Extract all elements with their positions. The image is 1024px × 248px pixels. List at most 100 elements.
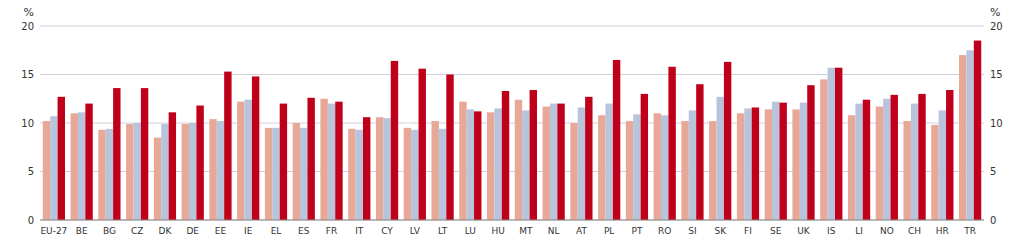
bar bbox=[391, 61, 398, 220]
x-tick-label: PL bbox=[604, 226, 614, 236]
bar bbox=[883, 99, 890, 220]
bar bbox=[772, 102, 779, 220]
bar bbox=[467, 109, 474, 220]
bar bbox=[626, 121, 633, 220]
x-tick-label: HU bbox=[491, 226, 504, 236]
bar bbox=[792, 109, 799, 220]
y-tick-label: 5 bbox=[28, 166, 34, 177]
y2-axis-label: % bbox=[990, 6, 1000, 19]
x-tick-label: HR bbox=[936, 226, 949, 236]
x-tick-label: BG bbox=[103, 226, 116, 236]
bar bbox=[855, 104, 862, 220]
bar bbox=[85, 104, 92, 220]
bar bbox=[307, 98, 314, 220]
x-tick-label: DE bbox=[186, 226, 199, 236]
bar bbox=[126, 124, 133, 220]
bar bbox=[328, 104, 335, 220]
bar bbox=[744, 108, 751, 220]
grid-line bbox=[40, 220, 984, 221]
bar bbox=[169, 112, 176, 220]
bar bbox=[903, 121, 910, 220]
bars bbox=[43, 41, 981, 220]
bar bbox=[939, 110, 946, 220]
bar bbox=[446, 75, 453, 221]
y2-tick-label: 5 bbox=[990, 166, 996, 177]
bar bbox=[474, 111, 481, 220]
x-tick-label: MT bbox=[519, 226, 533, 236]
bar bbox=[78, 112, 85, 220]
bar bbox=[252, 76, 259, 220]
x-tick-label: NO bbox=[880, 226, 894, 236]
bar bbox=[272, 128, 279, 220]
bar bbox=[946, 90, 953, 220]
y-tick-label: 15 bbox=[21, 69, 34, 80]
bar bbox=[280, 104, 287, 220]
x-tick-label: SI bbox=[688, 226, 696, 236]
bar bbox=[50, 116, 57, 220]
bar bbox=[641, 94, 648, 220]
bar bbox=[613, 60, 620, 220]
bar bbox=[363, 117, 370, 220]
bar bbox=[265, 128, 272, 220]
bar bbox=[931, 125, 938, 220]
bar bbox=[376, 117, 383, 220]
bar bbox=[224, 72, 231, 220]
bar bbox=[835, 68, 842, 220]
x-tick-label: NL bbox=[548, 226, 560, 236]
bar bbox=[752, 107, 759, 220]
bar bbox=[633, 114, 640, 220]
bar bbox=[876, 107, 883, 220]
x-tick-label: FR bbox=[326, 226, 337, 236]
x-tick-label: SE bbox=[770, 226, 782, 236]
bar bbox=[717, 97, 724, 220]
bar bbox=[404, 128, 411, 220]
bar bbox=[668, 67, 675, 220]
x-tick-label: AT bbox=[576, 226, 587, 236]
x-tick-label: EE bbox=[215, 226, 227, 236]
bar bbox=[578, 107, 585, 220]
bar bbox=[966, 50, 973, 220]
bar bbox=[113, 88, 120, 220]
bar bbox=[918, 94, 925, 220]
bar bbox=[419, 69, 426, 220]
x-tick-label: LI bbox=[855, 226, 863, 236]
bar bbox=[654, 113, 661, 220]
bar bbox=[300, 128, 307, 220]
bar bbox=[891, 95, 898, 220]
bar bbox=[765, 109, 772, 220]
bar bbox=[681, 121, 688, 220]
bar bbox=[807, 85, 814, 220]
chart: 0510152005101520%%EU-27BEBGCZDKDEEEIEELE… bbox=[0, 0, 1024, 248]
bar bbox=[71, 113, 78, 220]
bar bbox=[196, 106, 203, 220]
bar bbox=[98, 130, 105, 220]
bar bbox=[154, 138, 161, 220]
bar bbox=[133, 123, 140, 220]
x-tick-label: LT bbox=[438, 226, 448, 236]
bar bbox=[605, 104, 612, 220]
grid-line bbox=[40, 26, 984, 27]
bar bbox=[848, 115, 855, 220]
y-tick-label: 20 bbox=[21, 21, 34, 32]
y2-tick-label: 15 bbox=[990, 69, 1003, 80]
bar bbox=[348, 129, 355, 220]
y-axis-label: % bbox=[24, 6, 34, 19]
y2-tick-label: 10 bbox=[990, 118, 1003, 129]
bar bbox=[828, 68, 835, 220]
x-tick-label: RO bbox=[658, 226, 671, 236]
bar bbox=[439, 129, 446, 220]
bar bbox=[530, 90, 537, 220]
bar bbox=[515, 100, 522, 220]
bar bbox=[724, 62, 731, 220]
x-tick-label: LU bbox=[465, 226, 476, 236]
bar bbox=[356, 130, 363, 220]
y2-tick-label: 20 bbox=[990, 21, 1003, 32]
y2-tick-label: 0 bbox=[990, 215, 996, 226]
x-tick-label: TR bbox=[963, 226, 976, 236]
bar bbox=[459, 102, 466, 220]
x-tick-label: EU-27 bbox=[40, 226, 67, 236]
bar bbox=[293, 123, 300, 220]
bar bbox=[820, 79, 827, 220]
bar bbox=[585, 97, 592, 220]
bar bbox=[737, 113, 744, 220]
